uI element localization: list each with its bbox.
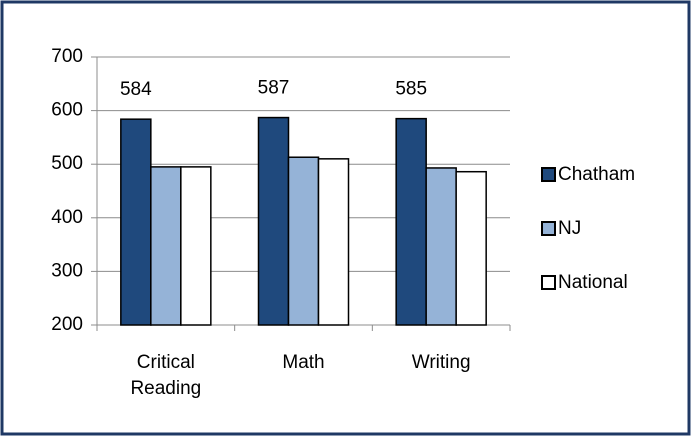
y-tick-label: 200: [51, 314, 83, 335]
legend-label: NJ: [558, 218, 581, 239]
bar: [150, 166, 182, 326]
bar: [395, 117, 427, 326]
bar: [180, 166, 212, 326]
data-label: 587: [258, 78, 290, 99]
x-tick-label: Writing: [412, 352, 471, 373]
data-label: 584: [120, 79, 152, 100]
y-tick-label: 300: [51, 260, 83, 281]
y-tick-label: 400: [51, 207, 83, 228]
x-tick-label: Math: [282, 352, 324, 373]
legend-swatch: [541, 275, 556, 290]
bar: [120, 118, 152, 326]
bar: [455, 170, 487, 326]
y-tick-label: 700: [51, 46, 83, 67]
bar: [317, 158, 350, 326]
bar: [257, 116, 290, 326]
legend-swatch: [541, 167, 556, 182]
bar: [287, 156, 320, 326]
legend-swatch: [541, 221, 556, 236]
bar: [425, 167, 457, 326]
y-tick-label: 500: [51, 153, 83, 174]
x-tick-label: Critical Reading: [130, 352, 201, 399]
data-label: 585: [395, 79, 427, 100]
legend-label: Chatham: [558, 164, 635, 185]
y-tick-label: 600: [51, 100, 83, 121]
legend-label: National: [558, 272, 628, 293]
